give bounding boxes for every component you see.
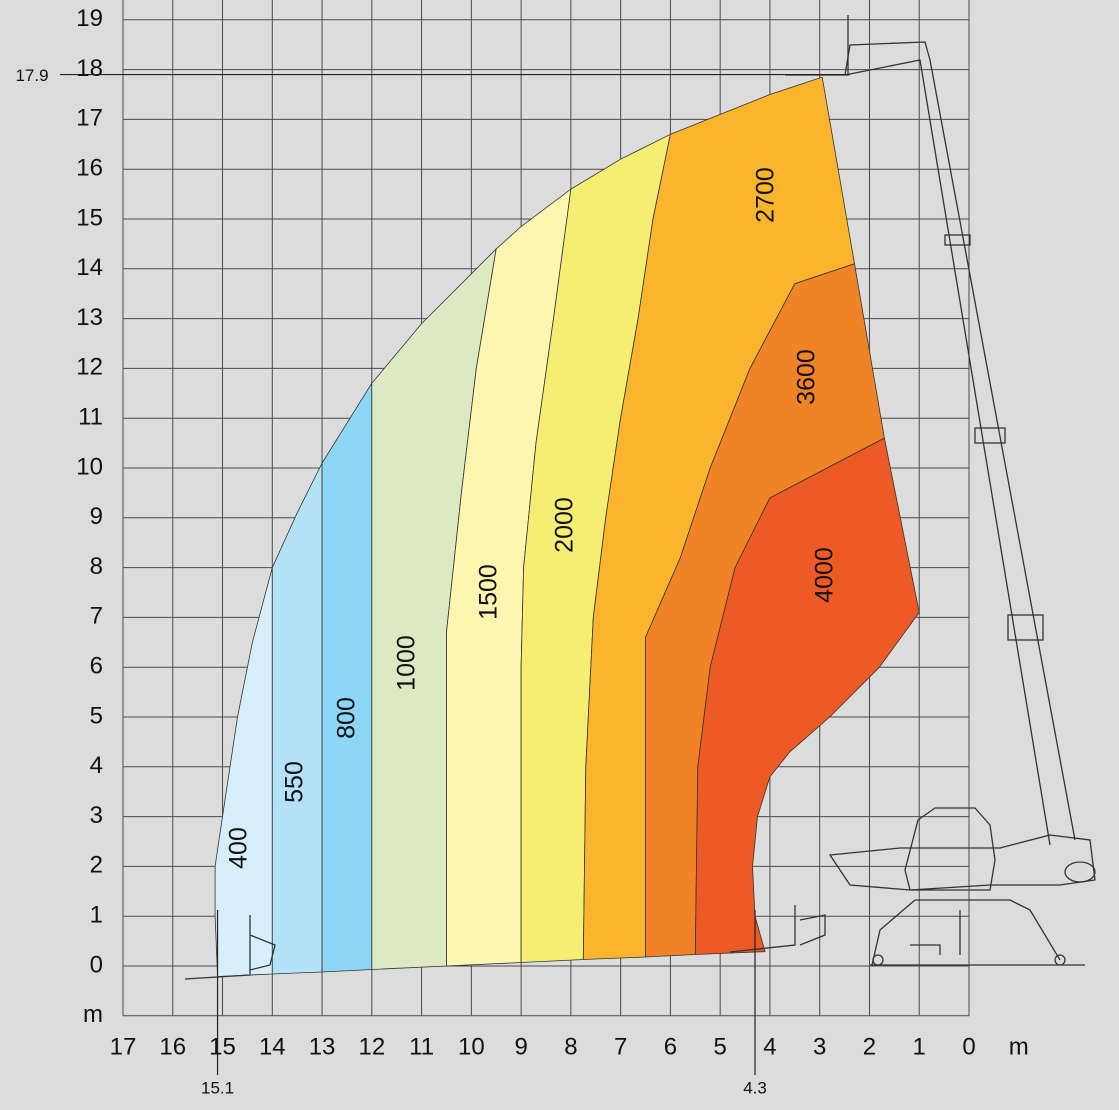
boom-joint	[1007, 614, 1044, 641]
y-tick-label: 3	[90, 802, 103, 829]
x-tick-label: 5	[713, 1033, 726, 1060]
x-tick-label: 1	[913, 1033, 926, 1060]
x-tick-label: m	[1009, 1033, 1029, 1060]
y-tick-label: 15	[76, 204, 103, 231]
y-tick-label: 2	[90, 852, 103, 879]
load-zone	[321, 381, 373, 973]
wheel-arch	[1064, 861, 1096, 883]
stabilizers	[871, 899, 1061, 966]
zone-label: 550	[281, 761, 309, 803]
y-tick-label: 12	[76, 354, 103, 381]
y-tick-label: 11	[78, 404, 103, 431]
zone-label: 1500	[475, 564, 503, 620]
y-tick-label: 16	[76, 155, 103, 182]
labels: 17 16 15 14 13 12 11 10 9 8 7 6 5 4 3 2 1 0 mm012345678910…	[76, 5, 1028, 1060]
zone-label: 4000	[811, 547, 839, 603]
y-tick-label: 9	[90, 503, 103, 530]
fork-far	[184, 915, 276, 980]
x-tick-label: 9	[514, 1033, 527, 1060]
cab	[904, 807, 996, 891]
x-tick-label: 6	[664, 1033, 677, 1060]
y-tick-label: 14	[76, 254, 103, 281]
x-tick-label: 8	[564, 1033, 577, 1060]
x-tick-label: 13	[309, 1033, 336, 1060]
zone-label: 400	[225, 827, 253, 869]
zone-label: 800	[333, 697, 361, 739]
y-tick-label: 1	[90, 902, 103, 929]
x-tick-label: 11	[409, 1033, 434, 1060]
y-tick-label: 18	[76, 55, 103, 82]
zone-label: 2000	[551, 497, 579, 553]
y-tick-label: 13	[76, 304, 103, 331]
y-tick-label: 6	[90, 653, 103, 680]
pad	[872, 954, 884, 966]
y-tick-label: m	[83, 1001, 103, 1028]
x-tick-label: 14	[259, 1033, 286, 1060]
zones	[214, 76, 920, 977]
y-tick-label: 5	[90, 702, 103, 729]
x-tick-label: 16	[159, 1033, 186, 1060]
load-zone	[694, 437, 920, 955]
references: 17.9 15.1 4.3	[15, 66, 850, 1097]
x-tick-label: 7	[614, 1033, 627, 1060]
fork-near	[729, 905, 826, 953]
reference-label: 15.1	[201, 1078, 234, 1097]
zone-label: 1000	[393, 635, 421, 691]
reference-label: 4.3	[743, 1078, 767, 1097]
zone-label: 2700	[752, 167, 780, 223]
boom-joint	[944, 234, 971, 246]
x-tick-label: 15	[209, 1033, 236, 1060]
pad	[1054, 954, 1066, 966]
x-tick-label: 0	[962, 1033, 975, 1060]
reference-label: 17.9	[15, 66, 48, 85]
x-tick-label: 4	[763, 1033, 776, 1060]
x-tick-label: 10	[458, 1033, 485, 1060]
x-tick-label: 2	[863, 1033, 876, 1060]
y-tick-label: 0	[90, 951, 103, 978]
y-tick-label: 4	[90, 752, 103, 779]
y-tick-label: 19	[76, 5, 103, 32]
y-tick-label: 10	[76, 453, 103, 480]
chassis	[828, 834, 1096, 891]
y-tick-label: 8	[90, 553, 103, 580]
x-tick-label: 17	[110, 1033, 137, 1060]
zone-label: 3600	[793, 349, 821, 405]
y-tick-label: 17	[76, 105, 103, 132]
y-tick-label: 7	[90, 603, 103, 630]
boom-joint	[974, 427, 1006, 444]
x-tick-label: 12	[358, 1033, 385, 1060]
x-tick-label: 3	[813, 1033, 826, 1060]
boom-inner	[844, 59, 1051, 846]
